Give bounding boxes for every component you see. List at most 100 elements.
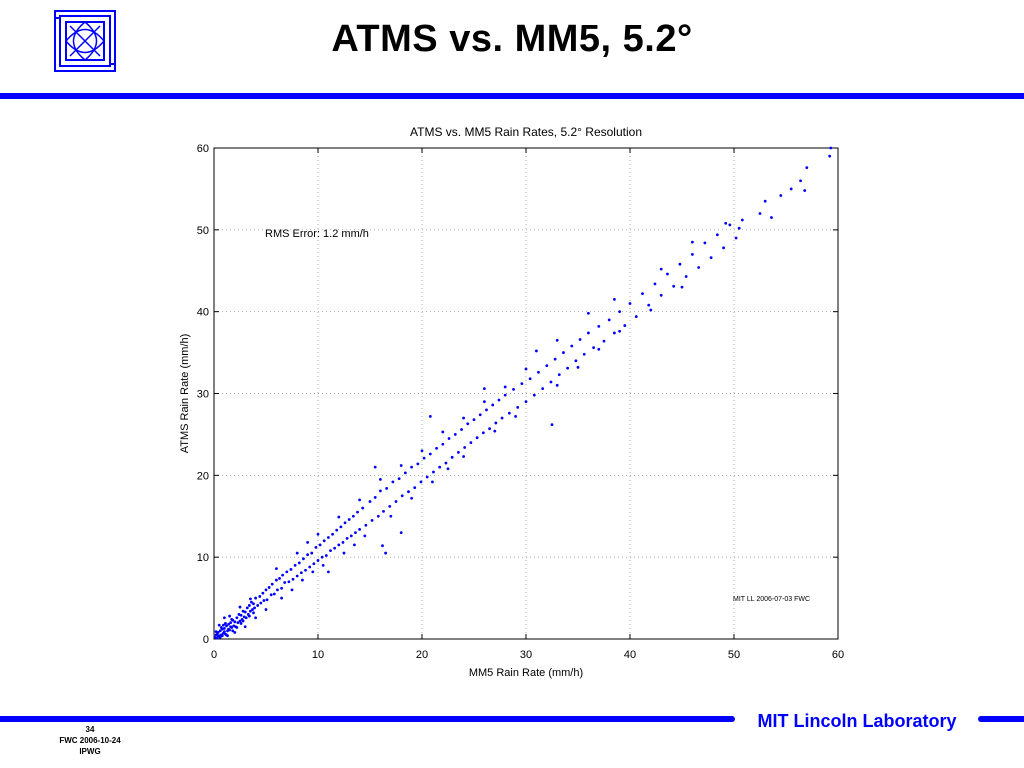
data-point — [441, 430, 445, 434]
bottom-divider-right — [978, 716, 1024, 722]
data-point — [308, 565, 312, 569]
data-point — [613, 297, 616, 301]
data-point — [287, 580, 291, 584]
data-point — [358, 498, 361, 502]
data-point — [276, 588, 279, 592]
data-point — [805, 166, 809, 170]
data-point — [356, 510, 359, 514]
data-point — [576, 365, 580, 369]
data-point — [247, 614, 251, 618]
data-point — [351, 514, 355, 518]
y-tick-label: 40 — [197, 307, 209, 319]
data-point — [493, 429, 497, 433]
data-point — [311, 570, 315, 574]
x-tick-label: 60 — [832, 649, 844, 661]
data-point — [475, 436, 479, 440]
data-point — [285, 570, 289, 574]
data-point — [397, 477, 401, 481]
data-point — [221, 623, 225, 627]
data-point — [557, 373, 561, 377]
footer-info: 34 FWC 2006-10-24 IPWG — [0, 724, 180, 757]
data-point — [728, 223, 732, 227]
data-point — [562, 351, 565, 354]
data-point — [347, 518, 351, 521]
data-point — [516, 406, 520, 409]
data-point — [618, 329, 621, 333]
data-point — [304, 568, 307, 572]
data-point — [252, 611, 255, 615]
data-point — [291, 577, 295, 581]
data-point — [602, 339, 606, 343]
data-point — [239, 613, 243, 617]
data-point — [227, 627, 230, 631]
data-point — [444, 461, 448, 465]
data-point — [329, 549, 332, 553]
data-point — [691, 240, 694, 244]
data-point — [318, 543, 322, 547]
data-point — [410, 465, 413, 469]
data-point — [485, 408, 488, 412]
data-point — [278, 577, 281, 580]
data-point — [623, 324, 627, 327]
top-divider — [0, 93, 1024, 99]
data-point — [225, 624, 228, 628]
y-tick-label: 0 — [203, 634, 209, 646]
data-point — [230, 617, 234, 621]
data-point — [226, 634, 229, 638]
data-point — [709, 256, 713, 260]
data-point — [264, 608, 268, 611]
data-point — [320, 555, 324, 559]
data-point — [494, 421, 498, 425]
lincoln-lab-logo-icon — [54, 10, 116, 72]
data-point — [407, 490, 410, 494]
data-point — [582, 352, 586, 356]
data-point — [349, 534, 353, 538]
data-point — [289, 568, 293, 571]
bottom-divider-left — [0, 716, 735, 722]
data-point — [740, 218, 744, 222]
data-point — [231, 629, 235, 633]
data-point — [264, 588, 268, 592]
data-point — [770, 216, 773, 219]
data-point — [438, 465, 442, 469]
data-point — [478, 413, 482, 417]
data-point — [394, 500, 398, 503]
data-point — [379, 489, 382, 493]
data-point — [302, 557, 305, 561]
data-point — [321, 563, 325, 567]
data-point — [310, 551, 314, 555]
data-point — [327, 536, 330, 539]
data-point — [223, 630, 226, 634]
data-point — [220, 634, 224, 638]
data-point — [491, 403, 495, 407]
data-point — [828, 154, 832, 158]
data-point — [758, 212, 762, 215]
data-point — [247, 604, 251, 607]
data-point — [283, 581, 287, 584]
data-point — [574, 359, 578, 363]
data-point — [512, 388, 515, 391]
data-point — [389, 514, 393, 518]
data-point — [420, 449, 424, 453]
y-tick-label: 10 — [197, 552, 209, 564]
data-point — [327, 570, 330, 574]
data-point — [684, 275, 688, 278]
data-point — [223, 626, 226, 630]
data-point — [373, 465, 377, 469]
data-point — [549, 380, 553, 384]
data-point — [243, 625, 247, 629]
data-point — [532, 393, 536, 397]
data-point — [399, 464, 403, 467]
data-point — [734, 236, 738, 240]
data-point — [680, 285, 684, 289]
data-point — [435, 446, 438, 450]
rms-error-annotation: RMS Error: 1.2 mm/h — [265, 228, 369, 240]
data-point — [373, 496, 377, 499]
data-point — [295, 551, 299, 555]
data-point — [469, 441, 473, 444]
data-point — [432, 470, 435, 474]
data-point — [425, 475, 429, 479]
data-point — [410, 496, 413, 500]
x-tick-label: 30 — [520, 649, 532, 661]
